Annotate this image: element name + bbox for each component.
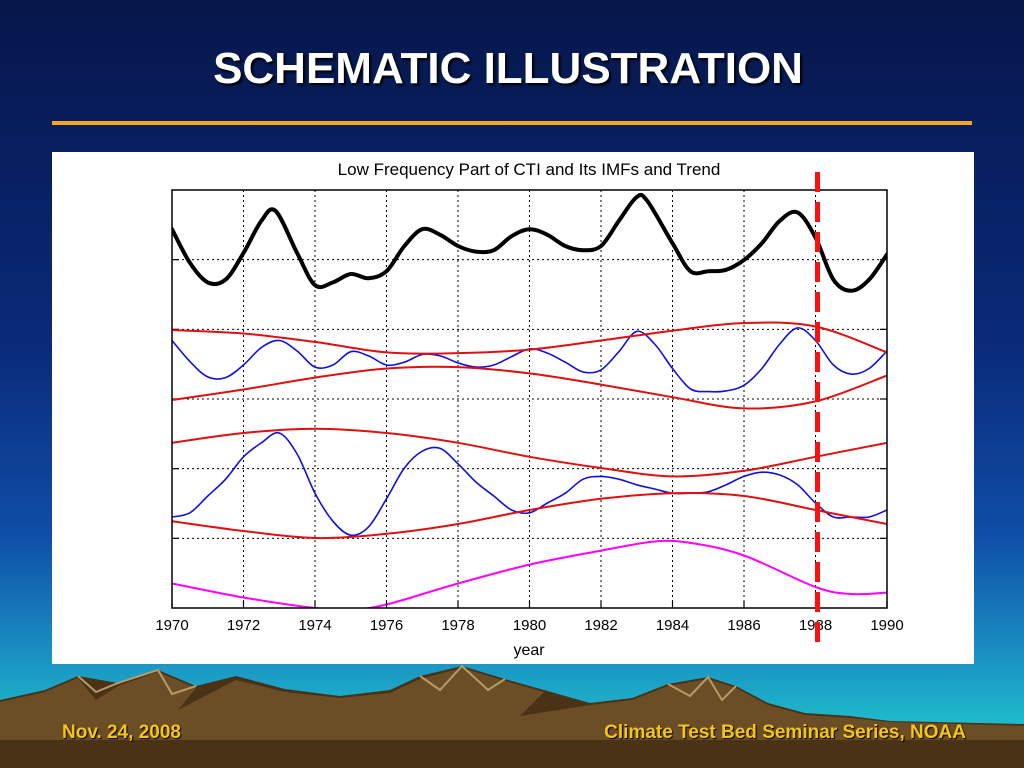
series-imf2-upper-envelope — [172, 427, 887, 478]
x-axis-ticks: 1970197219741976197819801982198419861988… — [155, 601, 904, 634]
x-tick-label: 1972 — [227, 617, 260, 634]
series-imf2-lower-envelope — [172, 492, 887, 540]
x-tick-label: 1990 — [870, 617, 903, 634]
footer-date: Nov. 24, 2008 — [62, 722, 182, 743]
x-tick-label: 1980 — [513, 617, 546, 634]
x-tick-label: 1984 — [656, 617, 689, 634]
x-tick-label: 1970 — [155, 617, 188, 634]
x-tick-label: 1982 — [584, 617, 617, 634]
series-imf1-lower-envelope — [172, 365, 887, 410]
series-imf1-upper-envelope — [172, 321, 887, 355]
slide-title: SCHEMATIC ILLUSTRATION — [213, 44, 803, 93]
mountain-silhouette — [0, 664, 1024, 768]
x-tick-label: 1976 — [370, 617, 403, 634]
x-tick-label: 1974 — [298, 617, 331, 634]
series-cti — [172, 192, 887, 293]
footer-series: Climate Test Bed Seminar Series, NOAA — [604, 722, 966, 743]
title-underline — [52, 121, 972, 125]
series-layer — [172, 192, 887, 608]
series-trend — [172, 539, 887, 608]
chart-title: Low Frequency Part of CTI and Its IMFs a… — [338, 160, 721, 179]
x-tick-label: 1978 — [441, 617, 474, 634]
x-tick-label: 1986 — [727, 617, 760, 634]
x-axis-label: year — [513, 642, 545, 659]
series-imf2 — [172, 431, 887, 537]
